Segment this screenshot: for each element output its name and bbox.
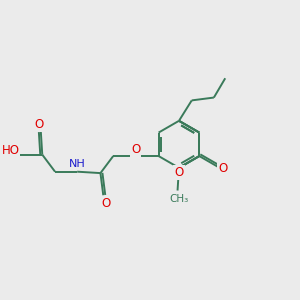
Text: CH₃: CH₃ [169,194,189,204]
Text: O: O [174,167,184,179]
Text: HO: HO [2,144,20,157]
Text: O: O [35,118,44,131]
Text: O: O [101,197,111,210]
Text: NH: NH [69,159,86,169]
Text: O: O [218,162,227,175]
Text: O: O [131,143,140,156]
